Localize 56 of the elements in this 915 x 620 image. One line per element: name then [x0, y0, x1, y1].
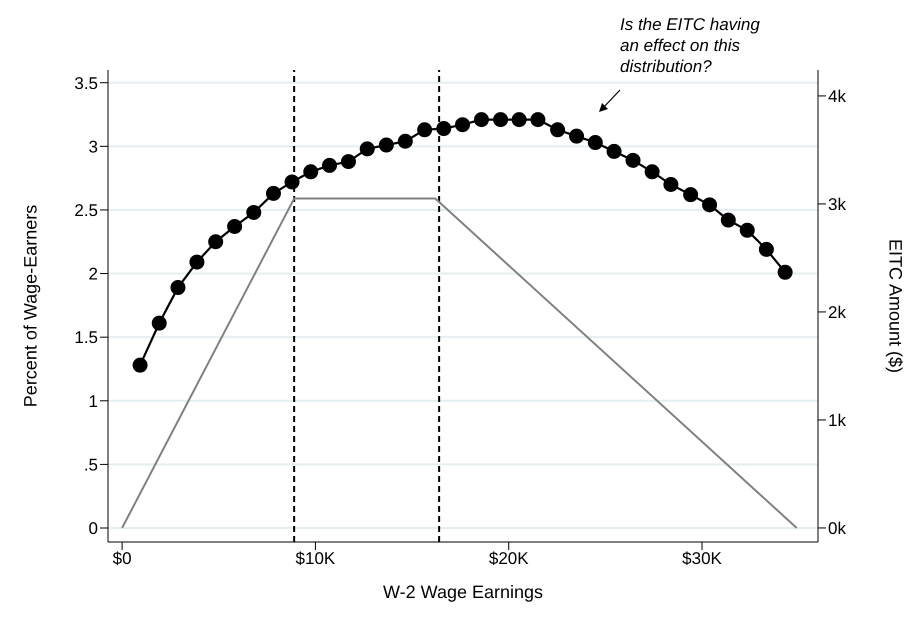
- point: [550, 122, 566, 138]
- point: [683, 187, 698, 202]
- point: [132, 358, 148, 373]
- point: [266, 186, 281, 201]
- y-tick-label: 3.5: [74, 74, 98, 93]
- y2-axis-title: EITC Amount ($): [886, 238, 906, 374]
- point: [208, 234, 224, 250]
- point: [644, 164, 660, 180]
- y2-tick-label: 1k: [828, 410, 846, 430]
- x-tick-label: $10K: [296, 549, 336, 568]
- point: [436, 121, 452, 136]
- x-axis-title: W-2 Wage Earnings: [382, 582, 544, 602]
- point: [227, 218, 242, 234]
- y-tick-label: .5: [84, 455, 98, 474]
- point: [720, 212, 736, 228]
- point: [493, 112, 508, 128]
- y2-tick-label: 2k: [828, 302, 846, 322]
- point: [626, 152, 641, 168]
- y-tick-label: 3: [88, 137, 98, 156]
- y2-tick-label: 0k: [828, 518, 846, 538]
- point: [569, 128, 584, 144]
- y-tick-label: 2: [88, 264, 98, 284]
- y-axis-title: Percent of Wage-Earners: [20, 204, 40, 408]
- point: [303, 164, 318, 180]
- point: [740, 222, 755, 238]
- point: [189, 254, 204, 270]
- point: [512, 112, 527, 128]
- y2-tick-label: 3k: [828, 194, 846, 214]
- x-tick-label: $0: [112, 549, 132, 568]
- x-tick-label: $20K: [488, 549, 530, 568]
- point: [170, 280, 186, 296]
- point: [455, 117, 470, 132]
- point: [778, 264, 793, 280]
- point: [360, 141, 375, 156]
- point: [322, 158, 338, 173]
- point: [588, 135, 603, 150]
- point: [530, 112, 546, 128]
- point: [246, 204, 262, 220]
- point: [152, 316, 167, 331]
- point: [378, 138, 394, 153]
- y2-tick-label: 4k: [828, 86, 846, 106]
- point: [663, 177, 678, 192]
- point: [474, 112, 489, 128]
- y-tick-label: 0: [88, 519, 98, 538]
- point: [758, 242, 774, 257]
- point: [417, 122, 432, 138]
- point: [340, 154, 356, 170]
- annotation: Is the EITC having an effect on this distribution?: [620, 15, 760, 76]
- y-tick-label: 1: [88, 392, 98, 411]
- point: [606, 144, 622, 159]
- y-tick-label: 1.5: [74, 328, 98, 348]
- x-tick-label: $30K: [682, 549, 723, 568]
- y-tick-label: 2.5: [74, 200, 98, 220]
- point: [284, 174, 300, 190]
- point: [398, 134, 413, 149]
- point: [702, 197, 718, 212]
